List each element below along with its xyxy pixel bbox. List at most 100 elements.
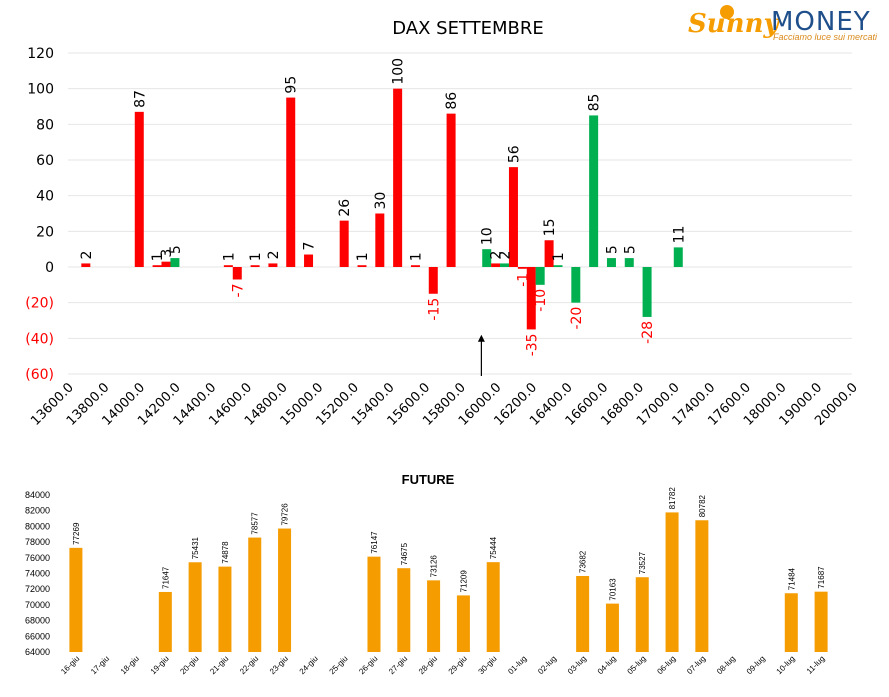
dax-bar	[161, 261, 171, 267]
dax-data-label: 2	[266, 251, 282, 260]
logo-tagline: Facciamo luce sui mercati	[773, 32, 878, 42]
future-data-label: 73527	[638, 551, 647, 574]
future-x-tick-label: 18-giu	[119, 654, 141, 676]
dax-bar	[624, 258, 634, 267]
dax-bar	[134, 111, 144, 267]
dax-bar	[223, 265, 233, 267]
future-y-tick-label: 72000	[25, 584, 50, 594]
dax-data-label: 56	[506, 145, 522, 163]
future-bar	[427, 580, 441, 652]
future-bar	[397, 568, 411, 652]
future-y-tick-label: 76000	[25, 553, 50, 563]
dax-gridlines	[68, 52, 852, 375]
future-x-tick-label: 04-lug	[596, 654, 618, 676]
future-bar	[605, 603, 619, 652]
future-y-tick-label: 80000	[25, 521, 50, 531]
future-x-tick-label: 20-giu	[178, 654, 200, 676]
future-x-tick-label: 02-lug	[536, 654, 558, 676]
logo: Sunny MONEY Facciamo luce sui mercati	[688, 5, 878, 42]
future-bars	[69, 512, 828, 652]
future-data-label: 71484	[787, 567, 796, 590]
dax-data-label: 86	[444, 92, 460, 110]
future-data-label: 74878	[221, 541, 230, 564]
dax-bar	[410, 265, 420, 267]
dax-bar	[673, 247, 683, 267]
dax-y-tick-label: 20	[36, 224, 54, 240]
dax-data-label: 1	[355, 252, 371, 261]
future-y-tick-label: 82000	[25, 506, 50, 516]
future-data-label: 76147	[370, 531, 379, 554]
dax-data-label: 1	[150, 252, 166, 261]
dax-bar	[544, 240, 554, 267]
dax-data-label: -28	[640, 321, 656, 344]
future-data-label: 77269	[72, 522, 81, 545]
dax-data-label: 5	[604, 245, 620, 254]
dax-bar	[250, 265, 260, 267]
dax-data-label: -15	[426, 298, 442, 321]
dax-bar	[571, 267, 581, 303]
future-data-label: 79726	[281, 503, 290, 526]
future-data-label: 75444	[489, 536, 498, 559]
dax-chart: DAX SETTEMBRE 120 100 80 60 40 20 0 (20) (40) (60…	[25, 18, 861, 429]
future-bar	[218, 566, 232, 652]
future-data-label: 71209	[459, 570, 468, 593]
future-bar	[665, 512, 679, 652]
future-x-tick-label: 24-giu	[298, 654, 320, 676]
future-bar	[456, 595, 470, 652]
dax-bar	[152, 265, 162, 267]
future-bar	[367, 556, 381, 652]
future-chart: FUTURE 84000 82000 80000 78000 76000 74000 720…	[25, 472, 828, 676]
dax-data-label: 3	[159, 249, 175, 258]
dax-bar	[428, 267, 438, 294]
future-bar	[158, 591, 172, 652]
future-data-label: 80782	[698, 494, 707, 517]
dax-data-label: 1	[551, 252, 567, 261]
future-x-tick-label: 11-lug	[805, 654, 827, 676]
dax-y-tick-label: 120	[27, 46, 54, 62]
dax-bar	[606, 258, 616, 267]
dax-data-label: -20	[569, 307, 585, 330]
future-x-tick-label: 19-giu	[149, 654, 171, 676]
future-y-tick-label: 66000	[25, 631, 50, 641]
dax-bar	[482, 249, 492, 267]
future-x-tick-label: 29-giu	[447, 654, 469, 676]
dax-bar	[357, 265, 367, 267]
dax-bar	[304, 254, 314, 267]
dax-y-tick-label: (40)	[25, 331, 54, 347]
future-chart-title: FUTURE	[402, 472, 455, 487]
dax-data-label: 1	[408, 252, 424, 261]
future-x-tick-label: 26-giu	[357, 654, 379, 676]
dax-y-tick-label: 80	[36, 117, 54, 133]
future-bar	[486, 562, 500, 652]
future-data-label: 73682	[579, 550, 588, 573]
dax-bar	[642, 267, 652, 317]
dax-x-axis: 13600.013800.014000.014200.014400.014600…	[28, 380, 861, 429]
sun-icon	[720, 5, 734, 19]
dax-data-label: -35	[524, 333, 540, 356]
future-data-label: 81782	[668, 487, 677, 510]
future-bar	[248, 537, 262, 652]
dax-bar	[553, 265, 563, 267]
future-y-tick-label: 70000	[25, 600, 50, 610]
dax-y-tick-label: 40	[36, 189, 54, 205]
dax-data-label: -7	[230, 283, 246, 297]
future-bar	[69, 547, 83, 652]
future-data-labels: 77269 71647 75431 74878 78577 79726 76147 74675…	[72, 487, 826, 601]
logo-money: MONEY	[771, 7, 871, 37]
dax-y-tick-label: (20)	[25, 296, 54, 312]
future-x-tick-label: 03-lug	[566, 654, 588, 676]
future-x-tick-label: 16-giu	[59, 654, 81, 676]
future-y-axis: 84000 82000 80000 78000 76000 74000 72000 70000…	[25, 490, 50, 657]
dax-chart-title: DAX SETTEMBRE	[392, 18, 544, 39]
dax-y-axis: 120 100 80 60 40 20 0 (20) (40) (60)	[25, 46, 54, 383]
dax-data-label: 15	[542, 218, 558, 236]
dax-bar	[517, 267, 527, 269]
future-bar	[576, 575, 590, 652]
dax-bar	[589, 115, 599, 268]
future-data-label: 75431	[191, 536, 200, 559]
dax-data-label: 5	[168, 245, 184, 254]
future-bar	[814, 591, 828, 652]
future-x-tick-label: 27-giu	[387, 654, 409, 676]
dax-data-label: 2	[489, 251, 505, 260]
